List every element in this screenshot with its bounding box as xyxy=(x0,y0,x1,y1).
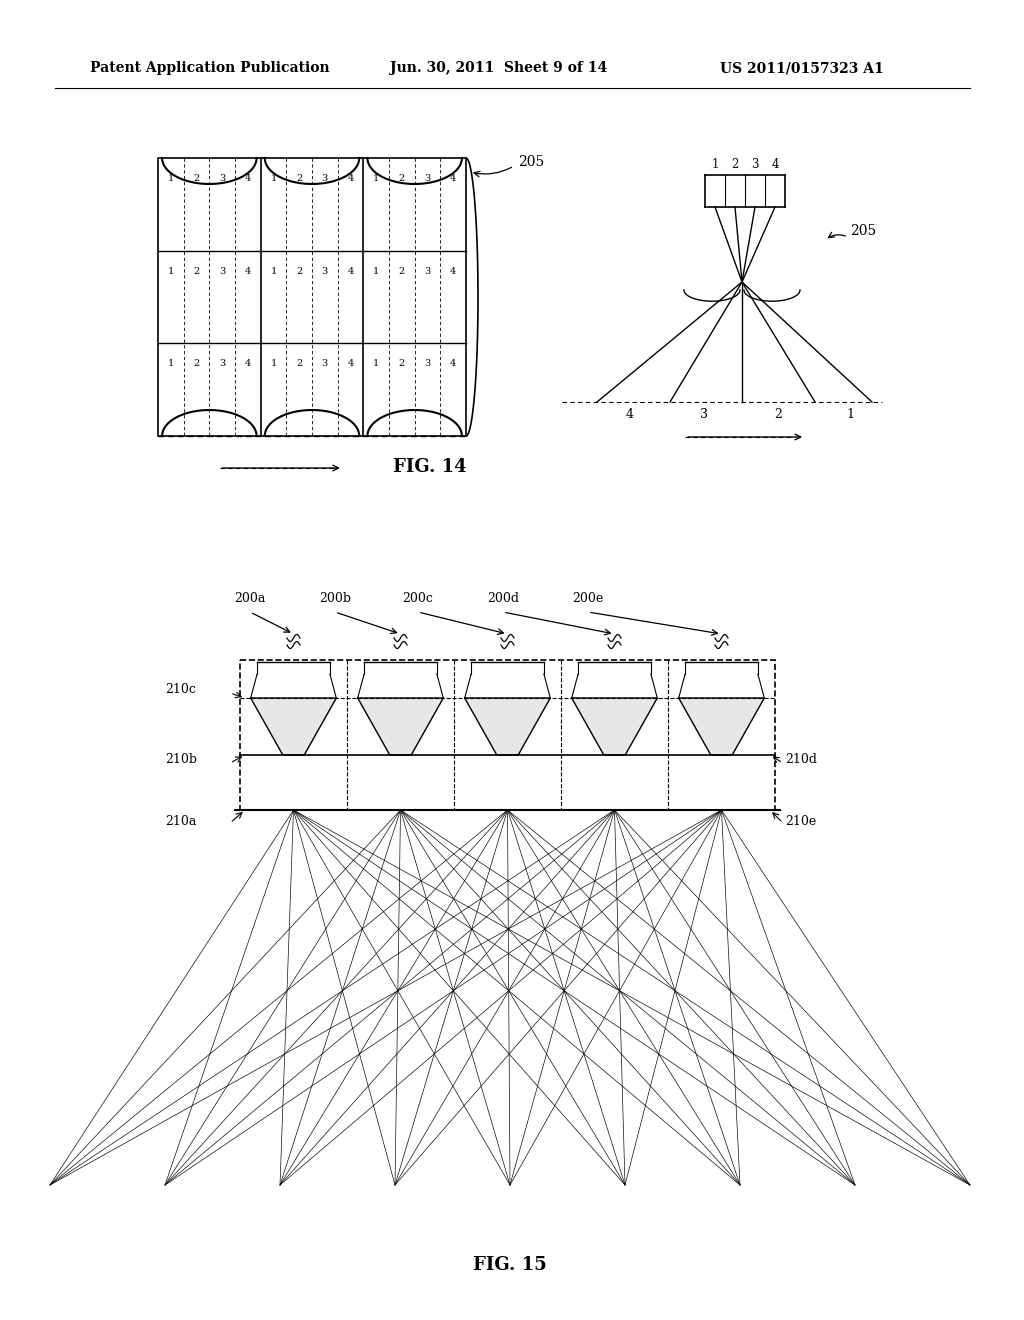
Text: FIG. 14: FIG. 14 xyxy=(393,458,467,477)
Text: 3: 3 xyxy=(752,158,759,172)
Text: 4: 4 xyxy=(245,267,251,276)
Text: 3: 3 xyxy=(219,267,225,276)
Text: 205: 205 xyxy=(850,224,877,238)
Polygon shape xyxy=(679,698,764,755)
Text: 2: 2 xyxy=(398,267,404,276)
Text: 2: 2 xyxy=(774,408,782,421)
Text: US 2011/0157323 A1: US 2011/0157323 A1 xyxy=(720,61,884,75)
Text: 1: 1 xyxy=(168,267,174,276)
Text: 3: 3 xyxy=(424,174,431,183)
Text: 1: 1 xyxy=(270,359,276,368)
Text: 3: 3 xyxy=(322,174,328,183)
Text: 3: 3 xyxy=(322,267,328,276)
Text: 210c: 210c xyxy=(165,682,196,696)
Text: 1: 1 xyxy=(168,174,174,183)
Text: 210a: 210a xyxy=(165,814,197,828)
Text: 3: 3 xyxy=(424,267,431,276)
Text: 4: 4 xyxy=(450,174,457,183)
Polygon shape xyxy=(357,698,443,755)
Text: Patent Application Publication: Patent Application Publication xyxy=(90,61,330,75)
Text: 1: 1 xyxy=(270,174,276,183)
Text: 1: 1 xyxy=(846,408,854,421)
Text: 1: 1 xyxy=(373,174,379,183)
Text: 2: 2 xyxy=(296,267,302,276)
Text: 2: 2 xyxy=(296,359,302,368)
Polygon shape xyxy=(251,698,336,755)
Bar xyxy=(240,660,775,810)
Text: 2: 2 xyxy=(296,174,302,183)
Text: 4: 4 xyxy=(347,267,353,276)
Text: 200a: 200a xyxy=(234,591,265,605)
Text: 4: 4 xyxy=(771,158,778,172)
Text: 200b: 200b xyxy=(319,591,351,605)
Text: 200c: 200c xyxy=(402,591,433,605)
Text: FIG. 15: FIG. 15 xyxy=(473,1257,547,1274)
Text: 4: 4 xyxy=(450,359,457,368)
Text: 2: 2 xyxy=(731,158,738,172)
Text: 2: 2 xyxy=(398,174,404,183)
Text: 3: 3 xyxy=(219,174,225,183)
Text: 4: 4 xyxy=(245,174,251,183)
Text: 3: 3 xyxy=(424,359,431,368)
Text: 2: 2 xyxy=(194,174,200,183)
Text: 200e: 200e xyxy=(572,591,603,605)
Text: 4: 4 xyxy=(245,359,251,368)
Text: 2: 2 xyxy=(398,359,404,368)
Text: 1: 1 xyxy=(168,359,174,368)
Text: Jun. 30, 2011  Sheet 9 of 14: Jun. 30, 2011 Sheet 9 of 14 xyxy=(390,61,607,75)
Text: 1: 1 xyxy=(373,267,379,276)
Text: 210e: 210e xyxy=(785,814,816,828)
Text: 4: 4 xyxy=(626,408,634,421)
Text: 210d: 210d xyxy=(785,752,817,766)
Text: 1: 1 xyxy=(712,158,719,172)
Text: 200d: 200d xyxy=(487,591,519,605)
Text: 1: 1 xyxy=(373,359,379,368)
Text: 2: 2 xyxy=(194,267,200,276)
Bar xyxy=(158,158,466,436)
Text: 210b: 210b xyxy=(165,752,197,766)
Text: 205: 205 xyxy=(518,154,544,169)
Text: 4: 4 xyxy=(450,267,457,276)
Text: 1: 1 xyxy=(270,267,276,276)
Text: 3: 3 xyxy=(322,359,328,368)
Text: 3: 3 xyxy=(700,408,708,421)
Text: 4: 4 xyxy=(347,174,353,183)
Polygon shape xyxy=(571,698,657,755)
Text: 3: 3 xyxy=(219,359,225,368)
Text: 2: 2 xyxy=(194,359,200,368)
Polygon shape xyxy=(465,698,550,755)
Text: 4: 4 xyxy=(347,359,353,368)
